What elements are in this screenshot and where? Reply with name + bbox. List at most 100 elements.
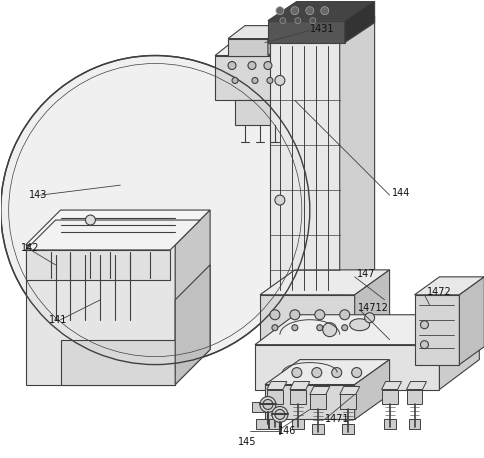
Polygon shape (339, 387, 359, 394)
Polygon shape (339, 394, 355, 409)
Polygon shape (267, 1, 374, 21)
Polygon shape (175, 265, 210, 385)
Circle shape (305, 7, 313, 15)
Text: 145: 145 (238, 437, 256, 447)
Text: 142: 142 (21, 243, 39, 253)
Circle shape (274, 76, 284, 86)
Circle shape (341, 325, 347, 331)
Text: 146: 146 (277, 426, 296, 436)
Circle shape (320, 7, 328, 15)
Polygon shape (227, 38, 267, 55)
Polygon shape (268, 420, 280, 430)
Polygon shape (354, 270, 389, 345)
Polygon shape (255, 315, 478, 345)
Polygon shape (26, 210, 210, 245)
Circle shape (322, 323, 336, 337)
Polygon shape (26, 245, 175, 385)
Circle shape (420, 321, 427, 329)
Polygon shape (214, 36, 299, 55)
Polygon shape (60, 340, 175, 385)
Polygon shape (267, 21, 344, 43)
Polygon shape (414, 295, 458, 365)
Polygon shape (309, 394, 325, 409)
Text: 141: 141 (48, 315, 67, 325)
Polygon shape (175, 210, 210, 385)
Polygon shape (458, 277, 484, 365)
Text: 1471: 1471 (324, 414, 348, 425)
Polygon shape (279, 81, 299, 125)
Circle shape (311, 368, 321, 377)
Circle shape (85, 215, 95, 225)
Polygon shape (266, 389, 282, 404)
Polygon shape (383, 420, 395, 430)
Text: 143: 143 (29, 190, 47, 200)
Circle shape (259, 397, 275, 413)
Polygon shape (414, 277, 484, 295)
Circle shape (266, 77, 272, 83)
Polygon shape (267, 26, 284, 55)
Text: 147: 147 (356, 269, 375, 279)
Polygon shape (26, 250, 170, 280)
Polygon shape (381, 382, 401, 389)
Circle shape (294, 18, 300, 24)
Circle shape (227, 61, 236, 70)
Circle shape (339, 310, 349, 320)
Polygon shape (264, 385, 354, 420)
Circle shape (270, 310, 279, 320)
Circle shape (289, 310, 299, 320)
Circle shape (275, 7, 283, 15)
Polygon shape (270, 16, 374, 41)
Polygon shape (439, 315, 478, 389)
Polygon shape (252, 403, 263, 413)
Polygon shape (259, 295, 354, 345)
Polygon shape (235, 100, 279, 125)
Polygon shape (256, 420, 267, 430)
Circle shape (263, 61, 272, 70)
Polygon shape (309, 387, 329, 394)
Circle shape (247, 61, 256, 70)
Polygon shape (341, 425, 353, 434)
Circle shape (272, 325, 277, 331)
Circle shape (291, 325, 297, 331)
Circle shape (309, 18, 315, 24)
Polygon shape (354, 360, 389, 420)
Circle shape (279, 18, 285, 24)
Circle shape (252, 77, 257, 83)
Text: 14712: 14712 (357, 303, 388, 313)
Text: 144: 144 (391, 188, 409, 198)
Polygon shape (406, 389, 422, 404)
Polygon shape (266, 382, 286, 389)
Polygon shape (406, 382, 425, 389)
Circle shape (331, 368, 341, 377)
Circle shape (274, 195, 284, 205)
Polygon shape (291, 420, 303, 430)
Ellipse shape (349, 319, 369, 331)
Polygon shape (311, 425, 323, 434)
Circle shape (272, 406, 287, 422)
Polygon shape (264, 360, 389, 385)
Polygon shape (270, 41, 339, 295)
Circle shape (351, 368, 361, 377)
Polygon shape (214, 55, 274, 100)
Polygon shape (289, 389, 305, 404)
Polygon shape (408, 420, 420, 430)
Circle shape (291, 368, 301, 377)
Polygon shape (255, 345, 439, 389)
Polygon shape (227, 26, 284, 38)
Circle shape (364, 313, 374, 323)
Polygon shape (381, 389, 397, 404)
Circle shape (290, 7, 298, 15)
Polygon shape (274, 36, 299, 100)
Circle shape (314, 310, 324, 320)
Circle shape (316, 325, 322, 331)
Polygon shape (289, 382, 309, 389)
Polygon shape (339, 16, 374, 295)
Polygon shape (0, 55, 309, 365)
Circle shape (231, 77, 238, 83)
Circle shape (274, 409, 284, 420)
Text: 1431: 1431 (309, 24, 333, 33)
Polygon shape (344, 1, 374, 43)
Circle shape (262, 399, 272, 409)
Text: 1472: 1472 (425, 287, 450, 297)
Polygon shape (26, 220, 200, 250)
